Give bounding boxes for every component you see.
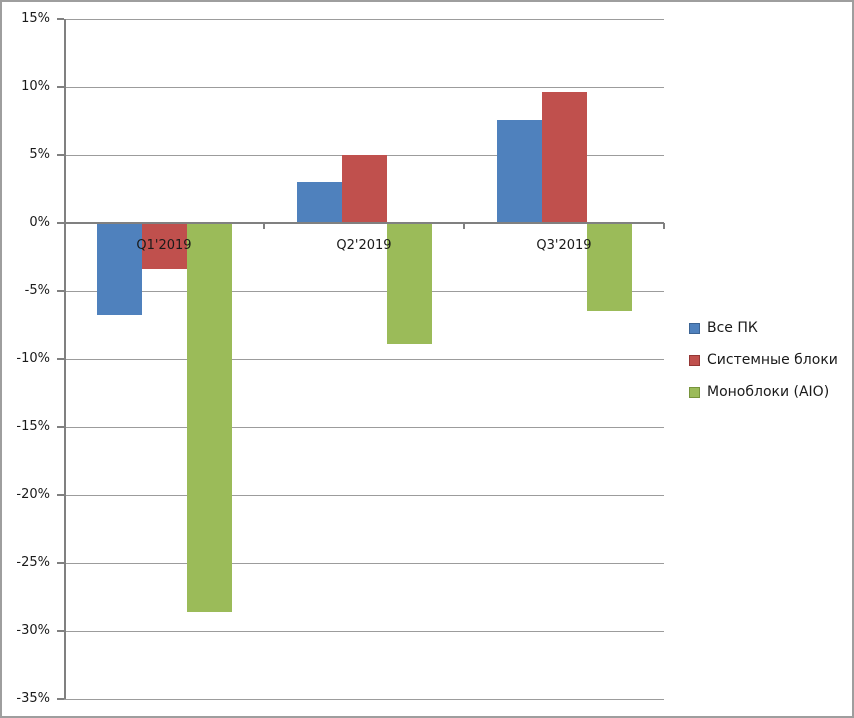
y-axis-label: -10%: [16, 351, 50, 366]
legend-item: Системные блоки: [689, 344, 838, 376]
y-axis-tick: [57, 18, 64, 20]
y-axis-label: 0%: [29, 215, 50, 230]
category-label: Q1'2019: [136, 238, 192, 253]
legend-label: Системные блоки: [707, 352, 838, 368]
y-axis-label: -30%: [16, 623, 50, 638]
bar-3-cat-2: [386, 223, 432, 345]
category-label: Q2'2019: [336, 238, 392, 253]
legend: Все ПК Системные блоки Моноблоки (AIO): [689, 312, 838, 408]
y-axis-tick: [57, 86, 64, 88]
category-axis-tick: [263, 223, 265, 229]
bar-2-cat-2: [341, 155, 387, 223]
y-axis-tick: [57, 290, 64, 292]
gridline: [64, 699, 664, 700]
category-axis-tick: [663, 223, 665, 229]
gridline: [64, 87, 664, 88]
gridline: [64, 495, 664, 496]
y-axis-tick: [57, 222, 64, 224]
gridline: [64, 291, 664, 292]
bar-3-cat-1: [186, 223, 232, 612]
legend-label: Все ПК: [707, 320, 758, 336]
y-axis-label: -20%: [16, 487, 50, 502]
y-axis-label: 5%: [29, 147, 50, 162]
gridline: [64, 19, 664, 20]
y-axis-tick: [57, 358, 64, 360]
legend-swatch: [689, 322, 700, 334]
legend-item: Все ПК: [689, 312, 838, 344]
bar-2-cat-1: [141, 223, 187, 270]
legend-label: Моноблоки (AIO): [707, 384, 830, 400]
category-axis-tick: [463, 223, 465, 229]
y-axis-label: -15%: [16, 419, 50, 434]
y-axis-tick: [57, 494, 64, 496]
y-axis-label: -25%: [16, 555, 50, 570]
bar-1-cat-1: [96, 223, 142, 316]
legend-swatch: [689, 386, 700, 398]
y-axis-tick: [57, 426, 64, 428]
legend-item: Моноблоки (AIO): [689, 376, 838, 408]
y-axis-label: -5%: [24, 283, 50, 298]
y-axis-tick: [57, 630, 64, 632]
gridline: [64, 359, 664, 360]
y-axis-tick: [57, 698, 64, 700]
gridline: [64, 631, 664, 632]
gridline: [64, 427, 664, 428]
y-axis-label: 15%: [21, 11, 50, 26]
zero-axis-line: [64, 222, 664, 224]
bar-1-cat-2: [296, 182, 342, 223]
plot-area: Q1'2019 Q2'2019 Q3'2019: [64, 19, 665, 700]
y-axis-tick: [57, 562, 64, 564]
legend-swatch: [689, 354, 700, 366]
bar-1-cat-3: [496, 119, 542, 223]
y-axis-tick: [57, 154, 64, 156]
gridline: [64, 563, 664, 564]
bar-2-cat-3: [541, 92, 587, 223]
y-axis-line: [64, 19, 66, 699]
category-label: Q3'2019: [536, 238, 592, 253]
bar-3-cat-3: [586, 223, 632, 312]
y-axis-label: 10%: [21, 79, 50, 94]
y-axis-label: -35%: [16, 691, 50, 706]
